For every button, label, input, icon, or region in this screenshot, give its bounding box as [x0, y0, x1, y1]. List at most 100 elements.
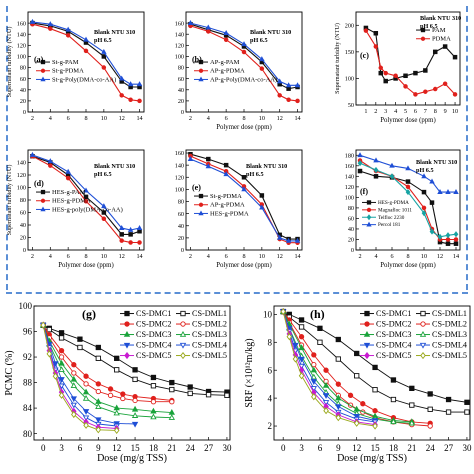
data-point — [40, 189, 46, 195]
x-axis-label: Polymer dose (ppm) — [380, 117, 436, 124]
frame-left-border — [6, 6, 8, 290]
data-point — [58, 366, 65, 373]
legend-label: CS-DML2 — [432, 320, 467, 329]
legend-label: AP-g-PAM — [210, 59, 240, 66]
annotation-text: Blank NTU 310 — [250, 29, 291, 36]
legend-label: CS-DMC4 — [376, 341, 412, 350]
data-point — [432, 86, 438, 92]
data-point — [127, 226, 134, 232]
x-tick-label: 9 — [444, 108, 447, 115]
data-point — [294, 237, 301, 243]
data-point — [198, 210, 204, 216]
panel-label: (g) — [82, 307, 96, 321]
data-point — [77, 344, 83, 351]
data-point — [347, 392, 354, 398]
x-tick-label: 8 — [84, 115, 87, 122]
y-tick-label: 100 — [175, 54, 184, 61]
x-tick-label: 8 — [84, 253, 87, 260]
annotation-text: Blank NTU 310 — [416, 159, 457, 166]
data-point — [372, 422, 378, 430]
legend-label: CS-DML4 — [432, 341, 467, 350]
data-point — [58, 359, 65, 366]
data-point — [40, 76, 46, 82]
data-point — [429, 178, 435, 184]
y-tick-label: 8 — [268, 337, 273, 347]
data-point — [298, 372, 305, 380]
x-axis-label: Dose (mg/g TSS) — [337, 453, 407, 464]
data-point — [241, 175, 247, 180]
x-tick-label: 12 — [112, 443, 121, 453]
data-point — [150, 383, 157, 389]
x-tick-label: 15 — [131, 443, 141, 453]
annotation-text: pH 6.5 — [246, 171, 264, 178]
data-point — [70, 402, 77, 409]
legend-label: HES-g-PDMA — [52, 198, 91, 205]
data-point — [168, 408, 175, 415]
x-tick-label: 6 — [414, 108, 417, 115]
data-point — [437, 189, 443, 194]
series-line — [42, 324, 172, 419]
legend-label: CS-DML5 — [432, 351, 467, 360]
data-point — [65, 168, 71, 174]
data-point — [70, 382, 77, 388]
data-point — [445, 241, 451, 246]
data-point — [77, 336, 83, 342]
legend-label: CS-DMC3 — [376, 330, 412, 339]
data-point — [310, 379, 317, 385]
data-point — [427, 406, 433, 412]
x-tick-label: 0 — [41, 443, 46, 453]
y-tick-label: 140 — [17, 31, 26, 38]
data-point — [70, 375, 77, 382]
data-point — [420, 36, 426, 41]
legend-label: HES-g-PAM — [52, 189, 86, 196]
data-point — [198, 193, 204, 199]
series-line — [190, 22, 298, 86]
data-point — [119, 232, 124, 237]
frame-right-border — [466, 6, 468, 290]
data-point — [280, 307, 286, 316]
x-tick-label: 4 — [207, 115, 210, 122]
data-point — [322, 400, 330, 406]
data-point — [427, 391, 433, 397]
y-tick-label: 92 — [23, 352, 32, 362]
data-point — [335, 394, 342, 401]
x-tick-label: 4 — [49, 253, 52, 260]
x-tick-label: 2 — [189, 253, 192, 260]
series-line — [282, 311, 412, 424]
data-point — [114, 367, 120, 373]
data-point — [132, 367, 138, 373]
x-tick-label: 30 — [462, 443, 472, 453]
y-tick-label: 60 — [178, 211, 184, 218]
data-point — [187, 384, 193, 390]
data-point — [423, 89, 428, 94]
y-tick-label: 60 — [348, 216, 354, 223]
data-point — [95, 417, 102, 424]
data-point — [241, 186, 247, 192]
legend-label: CS-DMC2 — [136, 320, 172, 329]
data-point — [82, 394, 90, 401]
data-point — [169, 379, 175, 386]
x-tick-label: 8 — [434, 108, 437, 115]
data-point — [357, 168, 363, 174]
data-point — [445, 409, 452, 415]
data-point — [198, 68, 204, 73]
data-point — [445, 232, 451, 239]
y-tick-label: 140 — [17, 160, 26, 167]
y-tick-label: 120 — [17, 43, 26, 50]
data-point — [150, 407, 157, 414]
data-point — [40, 68, 46, 73]
data-point — [364, 310, 370, 317]
data-point — [40, 198, 46, 203]
x-tick-label: 14 — [136, 253, 142, 260]
data-point — [453, 237, 459, 242]
data-point — [82, 415, 90, 422]
data-point — [101, 216, 107, 221]
data-point — [83, 48, 89, 54]
y-tick-label: 0 — [23, 247, 26, 254]
panel-label: (b) — [192, 55, 202, 64]
data-point — [65, 175, 71, 181]
data-point — [445, 189, 451, 194]
annotation-text: pH 6.5 — [94, 171, 112, 178]
legend-label: Telfloc 2230 — [378, 214, 405, 221]
